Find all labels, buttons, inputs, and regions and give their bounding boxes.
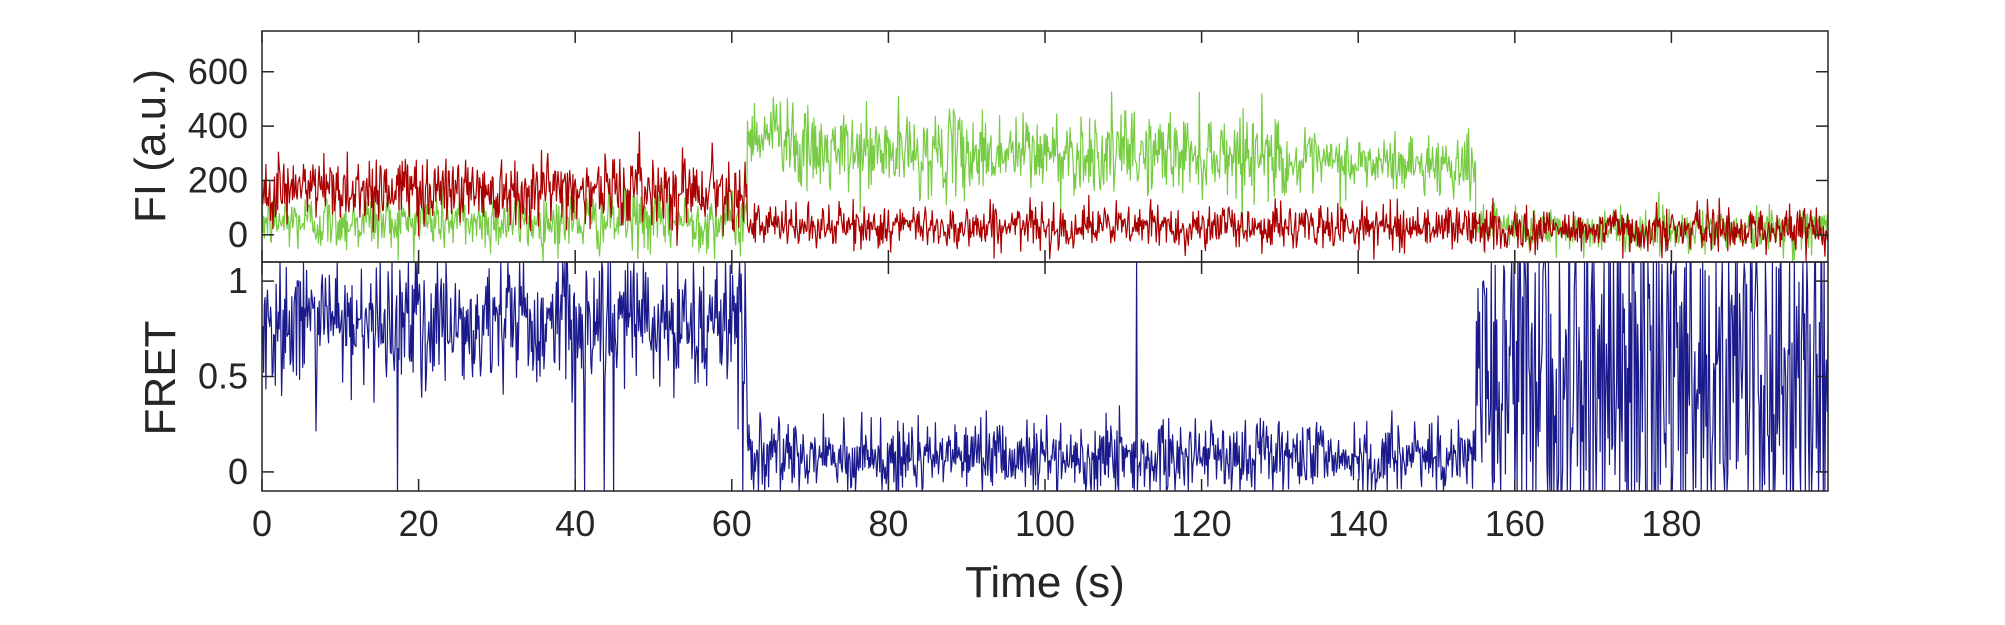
bottom-panel: 00.51 0 20 40 60 80 100 120 140 160 180 FRET Time… xyxy=(136,31,1829,607)
y-tick-label: 600 xyxy=(188,51,248,92)
x-axis-label: Time (s) xyxy=(965,558,1125,607)
y-tick-label: 0.5 xyxy=(198,356,248,397)
x-ticks: 0 20 40 60 80 100 120 140 160 180 xyxy=(252,31,1701,544)
x-tick-label: 40 xyxy=(555,503,595,544)
x-tick-label: 120 xyxy=(1172,503,1232,544)
top-y-axis-label: FI (a.u.) xyxy=(126,69,175,223)
bottom-y-axis-label: FRET xyxy=(136,321,185,436)
x-tick-label: 0 xyxy=(252,503,272,544)
y-tick-label: 0 xyxy=(228,214,248,255)
x-tick-label: 160 xyxy=(1485,503,1545,544)
x-tick-label: 80 xyxy=(868,503,908,544)
x-tick-label: 20 xyxy=(399,503,439,544)
y-tick-label: 1 xyxy=(228,260,248,301)
x-tick-label: 100 xyxy=(1015,503,1075,544)
top-traces xyxy=(261,91,1829,263)
top-y-ticks: 0 200 400 600 xyxy=(188,51,1828,255)
bottom-panel-frame xyxy=(261,261,1829,492)
trace-top-0 xyxy=(261,91,1829,263)
bottom-y-ticks: 00.51 xyxy=(198,260,1828,492)
trace-top-1 xyxy=(261,131,1829,262)
x-tick-label: 180 xyxy=(1641,503,1701,544)
top-panel: 0 200 400 600 FI (a.u.) xyxy=(126,30,1829,263)
x-tick-label: 60 xyxy=(712,503,752,544)
trace-bottom-0 xyxy=(261,261,1829,492)
y-tick-label: 400 xyxy=(188,105,248,146)
y-tick-label: 200 xyxy=(188,159,248,200)
x-tick-label: 140 xyxy=(1328,503,1388,544)
bottom-traces xyxy=(261,261,1829,492)
y-tick-label: 0 xyxy=(228,451,248,492)
